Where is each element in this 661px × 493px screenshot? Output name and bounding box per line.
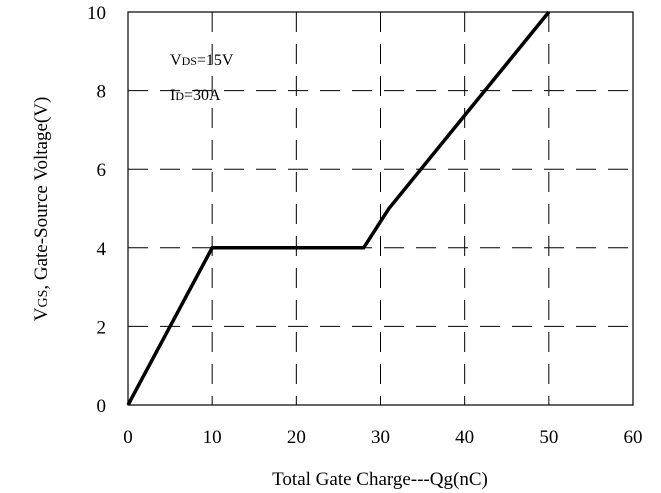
y-axis-label: VGS, Gate-Source Voltage(V) [31,97,52,322]
series-layer [126,10,551,406]
grid [128,12,633,405]
annotation-id: ID=30A [170,87,221,104]
y-tick-label-2: 4 [97,239,107,260]
y-tick-label-0: 0 [97,396,107,417]
x-axis-label: Total Gate Charge---Qg(nC) [272,469,488,490]
tick-labels: 0 10 20 30 40 50 60 0 2 4 6 8 10 [87,3,643,448]
y-tick-label-5: 10 [87,3,106,24]
annotation-vds: VDS=15V [170,52,234,69]
x-tick-label-5: 50 [539,427,558,448]
y-tick-label-4: 8 [97,82,107,103]
x-tick-label-0: 0 [123,427,133,448]
x-tick-label-3: 30 [371,427,390,448]
x-tick-label-4: 40 [455,427,474,448]
annotations: VDS=15V ID=30A [170,52,234,104]
x-tick-label-2: 20 [287,427,306,448]
x-tick-label-1: 10 [203,427,222,448]
x-tick-label-6: 60 [624,427,643,448]
plot-frame [127,11,634,406]
y-tick-label-3: 6 [97,160,107,181]
series-line-0 [126,10,551,406]
y-tick-label-1: 2 [97,317,107,338]
